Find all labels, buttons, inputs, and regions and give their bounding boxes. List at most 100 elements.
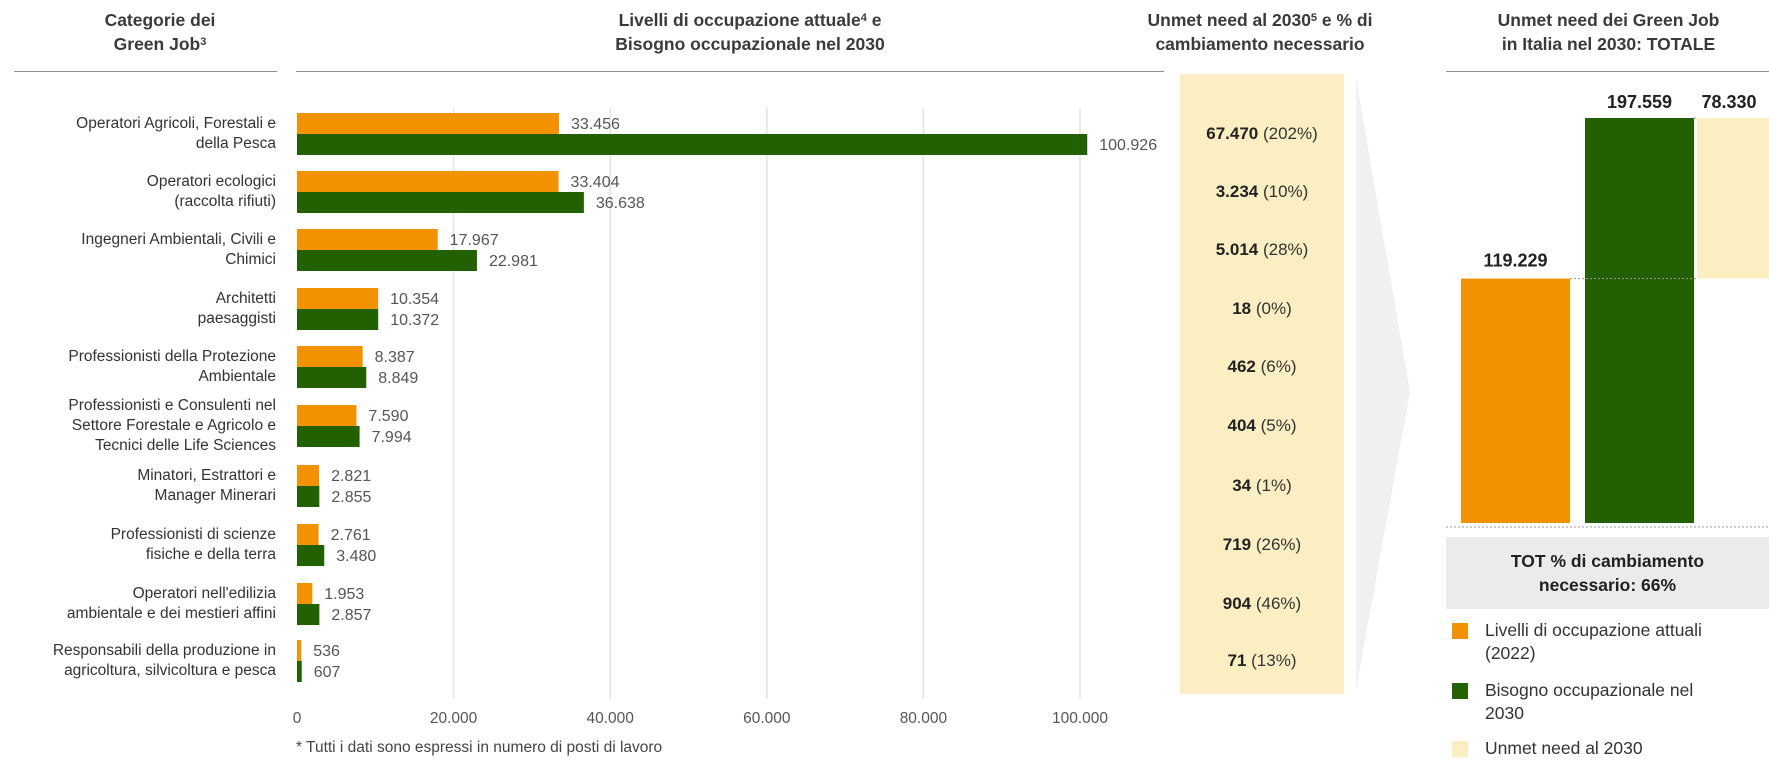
bar-current	[297, 640, 302, 661]
data-label-current: 7.590	[368, 408, 408, 425]
category-label-line: Responsabili della produzione in	[52, 642, 276, 659]
header-unmet: Unmet need al 20305 e % di cambiamento n…	[1110, 8, 1410, 56]
unmet-need-percent: (26%)	[1251, 535, 1302, 554]
header-total-line1: Unmet need dei Green Job	[1497, 10, 1720, 30]
bar-need-2030	[297, 367, 367, 388]
data-label-need-2030: 2.855	[331, 489, 371, 506]
bar-need-2030	[297, 309, 379, 330]
legend-label-line: (2022)	[1485, 643, 1536, 663]
bar-current	[297, 113, 559, 134]
category-label: Professionisti di scienze fisiche e della…	[0, 525, 276, 565]
legend-label-line: Bisogno occupazionale nel	[1485, 680, 1694, 700]
category-label-line: Professionisti di scienze	[110, 526, 276, 543]
category-label-line: Professionisti e Consulenti nel	[68, 397, 276, 414]
category-label: Architetti paesaggisti	[0, 289, 276, 329]
unmet-need-value: 18 (0%)	[1180, 298, 1344, 320]
unmet-need-value: 71 (13%)	[1180, 650, 1344, 672]
category-label: Ingegneri Ambientali, Civili e Chimici	[0, 230, 276, 270]
x-tick-label: 20.000	[430, 710, 478, 727]
category-label-line: della Pesca	[195, 135, 276, 152]
unmet-need-number: 404	[1227, 416, 1256, 435]
x-tick-label: 100.000	[1052, 710, 1108, 727]
data-label-current: 2.821	[331, 468, 371, 485]
header-unmet-line1-post: e % di	[1317, 10, 1373, 30]
x-tick-label: 60.000	[743, 710, 791, 727]
unmet-need-value: 3.234 (10%)	[1180, 181, 1344, 203]
bar-need-2030	[297, 661, 302, 682]
unmet-need-value: 34 (1%)	[1180, 475, 1344, 497]
unmet-need-number: 67.470	[1206, 124, 1259, 143]
data-label-need-2030: 7.994	[372, 429, 412, 446]
legend-label: Livelli di occupazione attuali (2022)	[1485, 619, 1755, 665]
x-tick-label: 40.000	[586, 710, 634, 727]
category-label-line: Chimici	[225, 251, 276, 268]
category-label: Professionisti della Protezione Ambiental…	[0, 347, 276, 387]
header-levels: Livelli di occupazione attuale4 e Bisogn…	[490, 8, 1010, 56]
category-label-line: Minatori, Estrattori e	[137, 467, 276, 484]
header-rule-levels	[296, 71, 1164, 72]
unmet-need-number: 3.234	[1215, 182, 1259, 201]
category-label: Minatori, Estrattori e Manager Minerari	[0, 466, 276, 506]
unmet-need-number: 462	[1227, 357, 1256, 376]
legend-label-line: Livelli di occupazione attuali	[1485, 620, 1702, 640]
total-change-line2: necessario: 66%	[1538, 575, 1677, 595]
legend-label: Bisogno occupazionale nel 2030	[1485, 679, 1755, 725]
unmet-need-number: 904	[1222, 594, 1252, 613]
unmet-need-percent: (46%)	[1251, 594, 1302, 613]
category-label-line: Settore Forestale e Agricolo e	[71, 417, 276, 434]
data-label-need-2030: 36.638	[596, 195, 645, 212]
footnote-ref-3: 3	[200, 36, 207, 48]
data-label-current: 1.953	[324, 586, 364, 603]
total-bar-unmet	[1697, 118, 1769, 279]
unmet-need-percent: (5%)	[1255, 416, 1297, 435]
unmet-need-column	[1180, 74, 1344, 694]
legend-label: Unmet need al 2030	[1485, 737, 1755, 760]
bar-need-2030	[297, 604, 320, 625]
bar-need-2030	[297, 426, 360, 447]
legend-swatch	[1452, 623, 1468, 639]
header-rule-categories	[14, 71, 277, 72]
category-label-line: Operatori ecologici	[146, 173, 276, 190]
category-label: Responsabili della produzione in agricolt…	[0, 641, 276, 681]
category-label-line: agricoltura, silvicoltura e pesca	[64, 662, 276, 679]
bar-current	[297, 465, 320, 486]
category-label-line: paesaggisti	[197, 310, 276, 327]
header-unmet-line2: cambiamento necessario	[1155, 34, 1365, 54]
category-label-line: Professionisti della Protezione	[68, 348, 276, 365]
category-label-line: Ingegneri Ambientali, Civili e	[81, 231, 276, 248]
bar-current	[297, 171, 559, 192]
data-label-need-2030: 8.849	[378, 370, 418, 387]
data-label-need-2030: 2.857	[331, 607, 371, 624]
unmet-need-value: 462 (6%)	[1180, 356, 1344, 378]
header-total-line2: in Italia nel 2030: TOTALE	[1501, 34, 1716, 54]
data-label-need-2030: 10.372	[390, 312, 439, 329]
total-bar-need-2030	[1585, 118, 1694, 523]
header-categories: Categorie dei Green Job3	[40, 8, 280, 56]
unmet-need-value: 404 (5%)	[1180, 415, 1344, 437]
category-label: Professionisti e Consulenti nel Settore F…	[0, 396, 276, 456]
data-label-need-2030: 3.480	[336, 548, 376, 565]
data-label-current: 33.404	[571, 174, 620, 191]
category-label-line: Ambientale	[198, 368, 276, 385]
category-label: Operatori Agricoli, Forestali e della Pes…	[0, 114, 276, 154]
data-label-need-2030: 607	[314, 664, 341, 681]
bar-need-2030	[297, 134, 1088, 155]
bar-need-2030	[297, 250, 477, 271]
bar-current	[297, 524, 319, 545]
unmet-need-percent: (0%)	[1251, 299, 1292, 318]
data-label-current: 8.387	[375, 349, 415, 366]
category-label-line: Architetti	[215, 290, 276, 307]
unmet-need-value: 904 (46%)	[1180, 593, 1344, 615]
bar-current	[297, 583, 313, 604]
legend-swatch	[1452, 683, 1468, 699]
category-label: Operatori nell'edilizia ambientale e dei …	[0, 584, 276, 624]
category-label-line: (raccolta rifiuti)	[174, 193, 276, 210]
unmet-need-percent: (1%)	[1251, 476, 1292, 495]
total-change-box: TOT % di cambiamento necessario: 66%	[1446, 537, 1769, 609]
unmet-need-number: 71	[1227, 651, 1247, 670]
unmet-need-value: 5.014 (28%)	[1180, 239, 1344, 261]
total-change-line1: TOT % di cambiamento	[1510, 551, 1705, 571]
category-label-line: ambientale e dei mestieri affini	[66, 605, 276, 622]
transition-arrow	[1356, 78, 1410, 690]
category-label-line: Manager Minerari	[154, 487, 276, 504]
